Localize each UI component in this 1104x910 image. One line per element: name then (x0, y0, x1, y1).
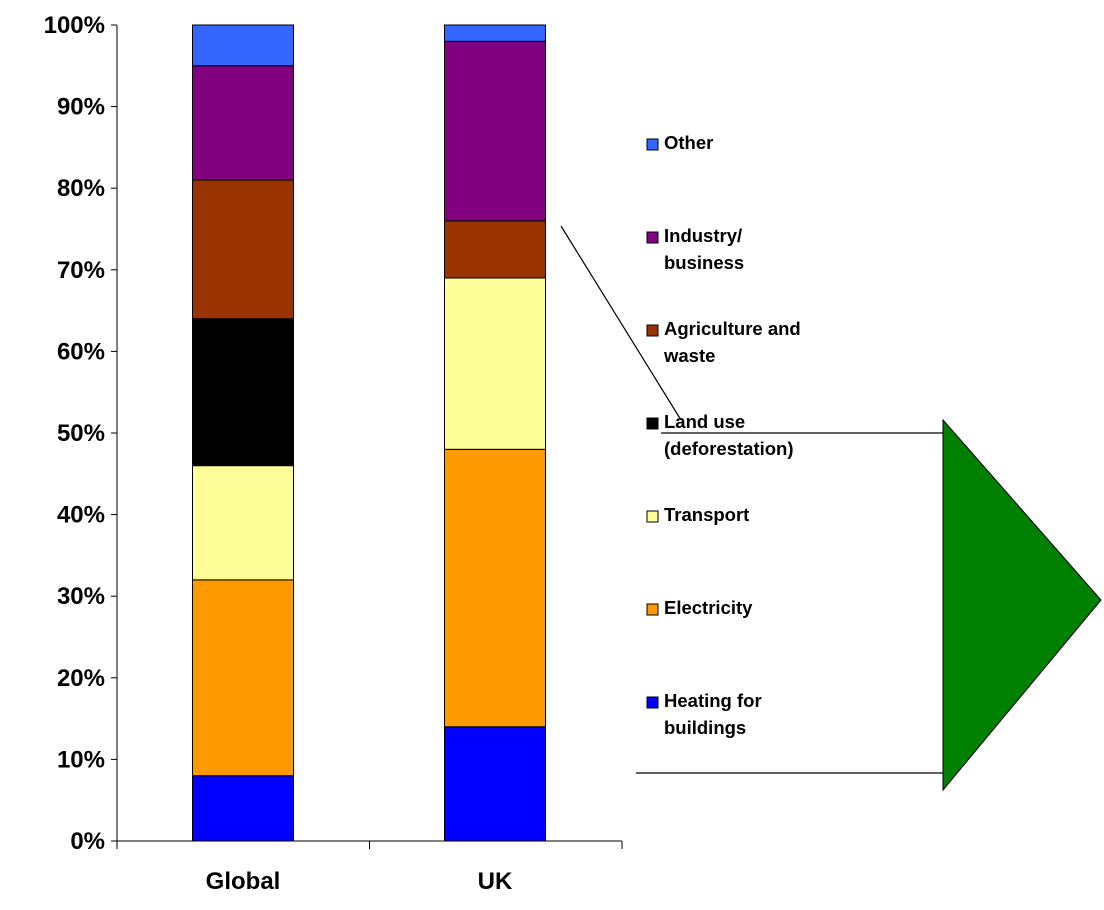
legend-swatch (646, 603, 659, 616)
y-tick-label: 40% (57, 502, 105, 529)
legend-label: buildings (664, 717, 746, 738)
bar-segment (192, 24, 294, 67)
legend-label: Agriculture and (664, 318, 801, 339)
y-tick-label: 100% (44, 12, 105, 39)
bars-group (192, 24, 546, 842)
legend-label: Other (664, 132, 713, 153)
bar-segment (444, 40, 546, 222)
y-tick-label: 10% (57, 746, 105, 773)
axes-group: 0% 10% 20% 30% 40% 50% 60% 70% 80% 90% 100% Global U… (44, 12, 623, 895)
legend-label: Transport (664, 504, 749, 525)
callout-group (560, 225, 1102, 792)
bar-segment (192, 465, 294, 581)
y-tick-label: 30% (57, 583, 105, 610)
green-arrow (942, 418, 1102, 792)
bar-segment (444, 220, 546, 279)
legend-swatch (646, 138, 659, 151)
bar-segment (192, 579, 294, 777)
legend-swatch (646, 324, 659, 337)
bar-segment (444, 726, 546, 842)
legend-swatch (646, 231, 659, 244)
bar-segment (192, 179, 294, 320)
legend-group: Other Industry/business Agriculture and was… (646, 132, 801, 738)
y-tick-label: 70% (57, 257, 105, 284)
bar-segment (444, 24, 546, 42)
legend-label: Heating for (664, 690, 762, 711)
callout-pointer-line (560, 225, 682, 421)
bar-segment (192, 775, 294, 842)
y-tick-label: 60% (57, 338, 105, 365)
y-tick-label: 50% (57, 420, 105, 447)
legend-label: waste (663, 345, 715, 366)
y-tick-label: 0% (70, 828, 105, 855)
bar-segment (192, 65, 294, 181)
legend-label: (deforestation) (664, 438, 794, 459)
y-tick-label: 90% (57, 94, 105, 121)
legend-swatch (646, 417, 659, 430)
x-tick-label: UK (478, 868, 513, 895)
legend-label: Electricity (664, 597, 753, 618)
x-tick-label: Global (206, 868, 281, 895)
legend-label: Land use (664, 411, 745, 432)
bar-segment (192, 318, 294, 467)
legend-swatch (646, 696, 659, 709)
legend-label: business (664, 252, 744, 273)
y-tick-label: 80% (57, 175, 105, 202)
legend-label: Industry/ (664, 225, 742, 246)
y-tick-label: 20% (57, 665, 105, 692)
bar-segment (444, 277, 546, 450)
legend-swatch (646, 510, 659, 523)
bar-segment (444, 448, 546, 728)
